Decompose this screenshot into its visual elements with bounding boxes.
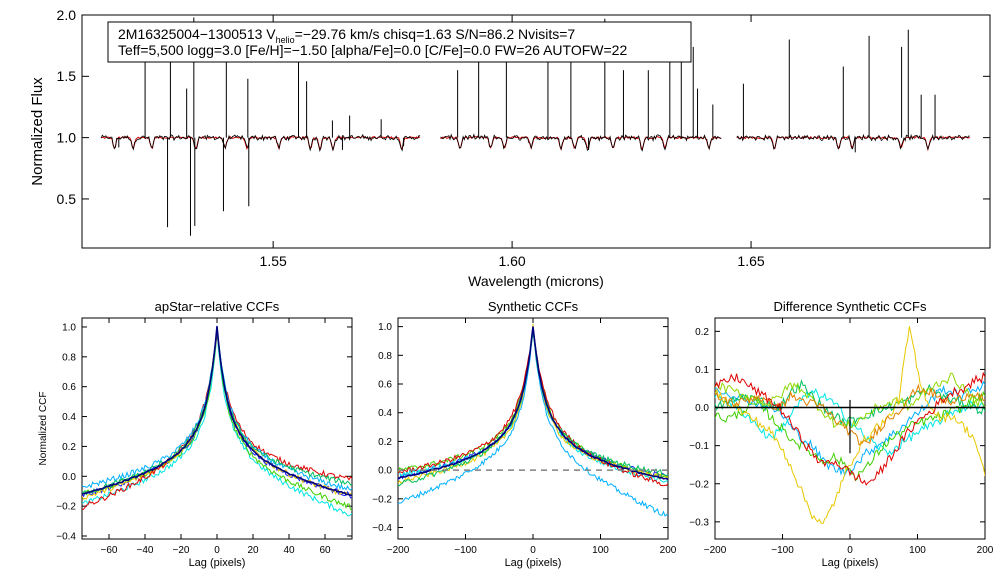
synthetic-ccf-ytick-label: −0.2 [372,494,392,505]
spectrum-annotation: 2M16325004−1300513 Vhelio=−29.76 km/s ch… [107,21,692,63]
ccf-series-line [398,326,668,481]
spectrum-ytick-label: 2.0 [57,7,77,23]
spectrum-plot [100,17,970,236]
apstar-ccf-frame [81,317,353,540]
synthetic-ccf-ytick-label: 1.0 [378,322,392,333]
synthetic-ccf-ytick-label: 0.2 [378,437,392,448]
apstar-ccf-xtick-label: −40 [137,545,154,556]
difference-ccf-axes: −200 −100 0 100 200 −0.3 −0.2 −0.1 0.0 0.1 0.2 Diff… [689,299,994,569]
spectrum-ytick-label: 1.5 [57,68,77,84]
difference-ccf-xtick-label: 0 [847,545,853,556]
difference-ccf-xtick-label: −200 [704,545,727,556]
difference-ccf-xlabel: Lag (pixels) [822,557,879,569]
synthetic-ccf-xtick-label: 0 [530,545,536,556]
spectrum-frame [81,14,991,249]
synthetic-ccf-title: Synthetic CCFs [488,299,579,314]
difference-series-line [715,326,985,525]
synthetic-ccf-xtick-label: −100 [454,545,477,556]
ccf-series-line [82,325,352,499]
ccf-series-line [82,327,352,491]
ccf-series-line [398,328,668,483]
synthetic-ccf-ytick-label: 0.4 [378,408,392,419]
annotation-part-0: 2M16325004−1300513 V [118,26,276,42]
ccf-series-line [82,329,352,517]
spectrum-ylabel: Normalized Flux [29,77,46,186]
observed-spectrum-line [440,133,722,152]
apstar-ccf-xtick-label: 0 [214,545,220,556]
difference-series-line [715,371,985,486]
spectrum-xlabel: Wavelength (microns) [468,273,604,289]
apstar-ccf-ytick-label: 0.2 [62,442,76,453]
apstar-ccf-ytick-label: 0.4 [62,412,76,423]
synthetic-ccf-xtick-label: 100 [592,545,609,556]
difference-ccf-ytick-label: 0.2 [695,327,709,338]
difference-ccf-ytick-label: 0.1 [695,365,709,376]
spectrum-xtick-label: 1.55 [260,253,287,269]
spectrum-ytick-label: 0.5 [57,191,77,207]
difference-ccf-ytick-label: −0.3 [689,517,709,528]
observed-spectrum-line [100,133,421,153]
apstar-ccf-ytick-label: 1.0 [62,322,76,333]
synthetic-ccf-ytick-label: 0.0 [378,466,392,477]
synthetic-ccf-xlabel: Lag (pixels) [505,557,562,569]
annotation-line-2: Teff=5,500 logg=3.0 [Fe/H]=−1.50 [alpha/… [118,42,627,58]
annotation-part-2: =−29.76 km/s chisq=1.63 S/N=86.2 Nvisits… [295,26,576,42]
synthetic-ccf-ytick-label: 0.8 [378,351,392,362]
observed-spectrum-line [736,133,970,151]
spectrum-ytick-label: 1.0 [57,130,77,146]
apstar-ccf-xtick-label: 40 [283,545,295,556]
annotation-box [107,21,692,63]
spectrum-xtick-label: 1.65 [737,253,764,269]
ccf-series-line [82,332,352,496]
annotation-line-1: 2M16325004−1300513 Vhelio=−29.76 km/s ch… [118,26,575,45]
ccf-series-line [398,330,668,517]
annotation-part-1: helio [276,35,295,45]
synthetic-ccf-xtick-label: −200 [387,545,410,556]
apstar-ccf-ytick-label: −0.4 [56,532,76,543]
difference-ccf-xtick-label: 200 [977,545,994,556]
difference-ccf-ytick-label: 0.0 [695,403,709,414]
synthetic-ccf-ytick-label: −0.4 [372,523,392,534]
synthetic-ccf-plot [398,323,668,517]
model-spectrum-line [440,135,722,151]
difference-series-line [715,390,985,482]
apstar-ccf-ytick-label: 0.6 [62,382,76,393]
synthetic-ccf-axes: −200 −100 0 100 200 −0.4 −0.2 0.0 0.2 0.4 0.6 0.8 1.… [372,299,677,569]
synthetic-ccf-xtick-label: 200 [660,545,677,556]
apstar-ccf-xtick-label: −60 [101,545,118,556]
ccf-series-line [398,325,668,480]
apstar-ccf-plot [82,325,352,517]
difference-ccf-title: Difference Synthetic CCFs [774,299,927,314]
apstar-ccf-axes: −60 −40 −20 0 20 40 60 −0.4 −0.2 0.0 0.2 0.4 0.6 0.8 1… [38,299,353,569]
apstar-ccf-xtick-label: 60 [319,545,331,556]
spectrum-axes: 1.55 1.60 1.65 0.5 1.0 1.5 2.0 Wavelength (micr… [29,7,991,289]
difference-ccf-ytick-label: −0.2 [689,479,709,490]
ccf-series-line [82,334,352,511]
apstar-ccf-ytick-label: −0.2 [56,502,76,513]
difference-ccf-xtick-label: 100 [909,545,926,556]
difference-ccf-ytick-label: −0.1 [689,441,709,452]
apstar-ccf-xtick-label: −20 [173,545,190,556]
ccf-series-line [398,327,668,487]
apstar-ccf-title: apStar−relative CCFs [155,299,280,314]
difference-ccf-xtick-label: −100 [771,545,794,556]
ccf-series-line [398,330,668,478]
ccf-series-line [82,326,352,497]
apstar-ccf-ytick-label: 0.0 [62,472,76,483]
apstar-ccf-ytick-label: 0.8 [62,352,76,363]
synthetic-ccf-frame [397,317,669,540]
apstar-ccf-xlabel: Lag (pixels) [189,557,246,569]
apstar-ccf-xtick-label: 20 [247,545,259,556]
difference-ccf-plot [715,326,985,525]
ccf-series-line [398,323,668,484]
apstar-ccf-ylabel: Normalized CCF [38,392,49,466]
synthetic-ccf-ytick-label: 0.6 [378,380,392,391]
spectrum-xtick-label: 1.60 [498,253,525,269]
